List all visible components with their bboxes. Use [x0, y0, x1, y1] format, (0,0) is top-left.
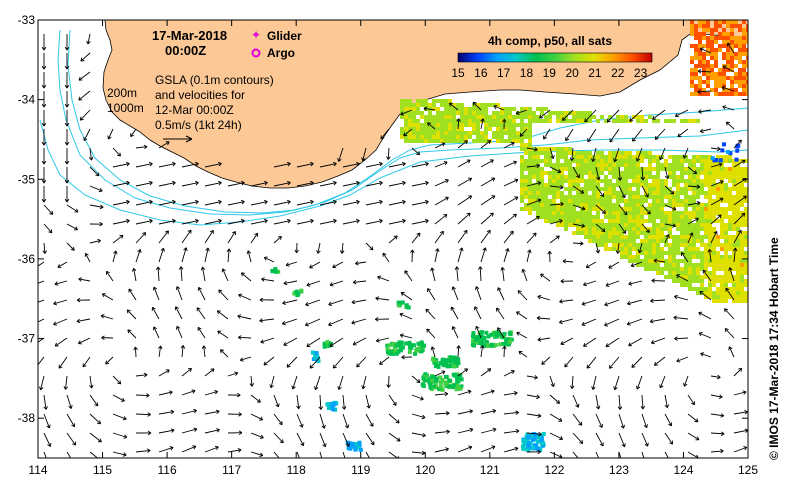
x-tick-label: 116 — [158, 463, 177, 477]
colorbar-ticks: 15 16 17 18 19 20 21 22 23 — [451, 66, 647, 80]
velocity-arrows — [38, 33, 748, 458]
depth-label-1000m: 1000m — [107, 101, 144, 115]
colorbar-bar — [457, 52, 653, 63]
note-line-1: GSLA (0.1m contours) — [155, 73, 274, 87]
colorbar-tick-label: 20 — [565, 66, 579, 80]
colorbar-tick-label: 18 — [520, 66, 534, 80]
colorbar-tick-label: 21 — [588, 66, 602, 80]
depth-label-200m: 200m — [107, 86, 137, 100]
colorbar-tick-label: 19 — [543, 66, 557, 80]
note-line-2: and velocities for — [155, 88, 245, 102]
note-line-3: 12-Mar 00:00Z — [155, 103, 234, 117]
colorbar-tick-label: 23 — [634, 66, 648, 80]
scale-arrow — [163, 135, 193, 143]
header-date: 17-Mar-2018 — [152, 28, 227, 43]
x-tick-label: 114 — [28, 463, 47, 477]
x-tick-label: 123 — [609, 463, 629, 477]
copyright-side-label: © IMOS 17-Mar-2018 17:34 Hobart Time — [767, 237, 781, 460]
header-time: 00:00Z — [165, 43, 206, 58]
x-axis: 114 115 116 117 118 119 120 121 122 123 124 125 — [28, 20, 758, 477]
bathy-extra-contour — [39, 119, 748, 226]
y-tick-label: -38 — [18, 411, 36, 425]
x-tick-label: 119 — [351, 463, 370, 477]
y-tick-label: -35 — [18, 172, 36, 186]
glider-label: Glider — [267, 29, 302, 43]
colorbar: 4h comp, p50, all sats 15 16 17 18 19 20 21 22 2… — [451, 34, 653, 80]
colorbar-tick-label: 22 — [611, 66, 625, 80]
plot-frame — [37, 19, 749, 459]
y-axis: -33 -34 -35 -36 -37 -38 — [18, 13, 748, 425]
colorbar-tick-label: 17 — [497, 66, 511, 80]
sst-layer — [270, 20, 748, 452]
colorbar-title: 4h comp, p50, all sats — [488, 34, 612, 48]
y-tick-label: -33 — [18, 13, 36, 27]
argo-label: Argo — [267, 46, 295, 60]
y-tick-label: -34 — [18, 93, 36, 107]
x-tick-label: 125 — [738, 463, 758, 477]
x-tick-label: 121 — [480, 463, 500, 477]
colorbar-tick-label: 16 — [474, 66, 488, 80]
note-line-4: 0.5m/s (1kt 24h) — [155, 118, 242, 132]
x-tick-label: 122 — [544, 463, 564, 477]
x-tick-label: 115 — [93, 463, 112, 477]
bathy-200m-contour — [57, 29, 748, 216]
y-tick-label: -36 — [18, 252, 36, 266]
x-tick-label: 118 — [287, 463, 306, 477]
colorbar-tick-label: 15 — [451, 66, 465, 80]
glider-icon: ✦ — [251, 28, 261, 42]
x-tick-label: 117 — [222, 463, 241, 477]
platform-legend: ✦ Glider Argo — [251, 28, 302, 60]
x-tick-label: 124 — [673, 463, 693, 477]
x-tick-label: 120 — [415, 463, 435, 477]
y-tick-label: -37 — [18, 332, 36, 346]
argo-icon — [251, 48, 261, 58]
